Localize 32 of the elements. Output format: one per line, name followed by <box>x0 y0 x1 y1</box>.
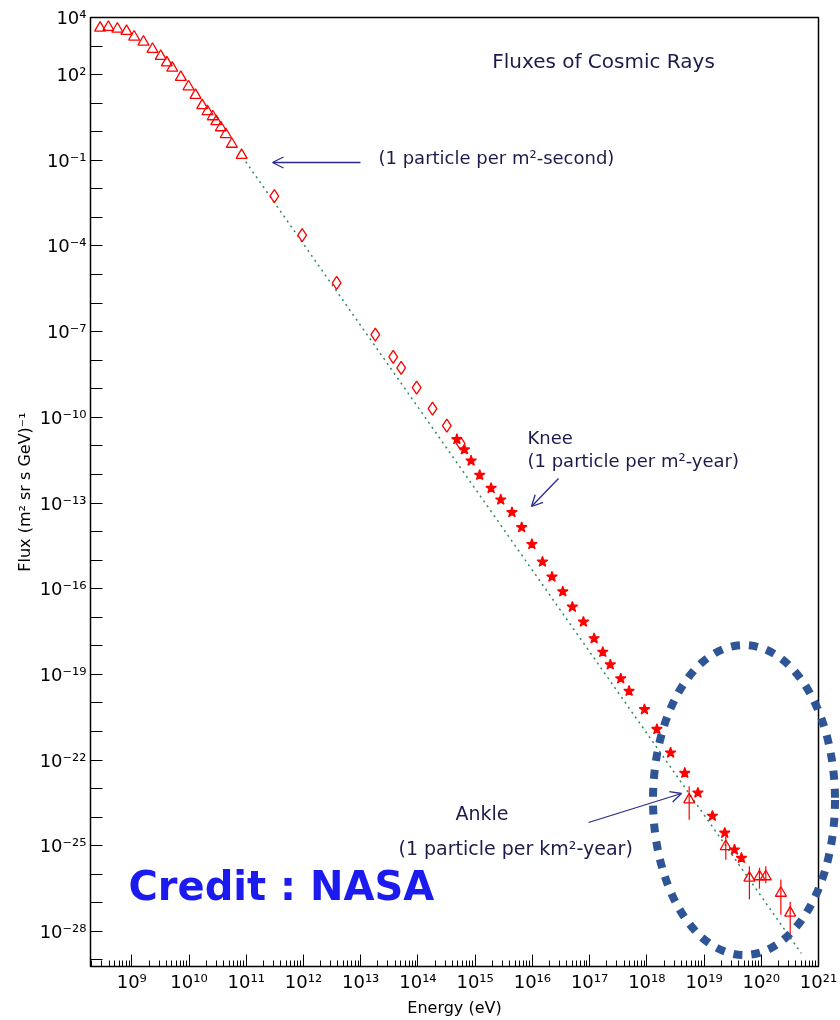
y-tick-label: 10² <box>56 64 87 86</box>
x-tick-label: 10¹⁵ <box>456 970 494 992</box>
x-tick-label: 10⁹ <box>116 970 147 992</box>
y-tick-label: 10⁻²⁸ <box>39 920 87 942</box>
x-tick-label: 10¹⁰ <box>170 970 208 992</box>
y-tick-label: 10⁻¹⁶ <box>39 578 87 600</box>
y-tick-label: 10⁻¹³ <box>39 492 87 514</box>
y-tick-label: 10⁻²² <box>39 749 87 771</box>
y-tick-label: 10⁻⁴ <box>46 235 87 257</box>
y-tick-label: 10⁻²⁵ <box>39 835 87 857</box>
y-tick-label: 10⁻¹ <box>46 149 87 171</box>
annotation: Knee (1 particle per m²-year) <box>527 427 740 471</box>
y-tick-label: 10⁻¹⁹ <box>39 663 87 685</box>
x-tick-label: 10¹⁴ <box>399 970 437 992</box>
annotation: Ankle (1 particle per km²-year) <box>398 801 633 859</box>
y-tick-label: 10⁻⁷ <box>46 321 87 343</box>
x-axis-title: Energy (eV) <box>407 997 502 1017</box>
x-tick-label: 10¹³ <box>342 970 380 992</box>
y-tick-label: 10⁴ <box>56 7 87 28</box>
x-tick-label: 10¹⁷ <box>570 970 609 992</box>
x-tick-label: 10¹² <box>284 970 323 992</box>
annotation: (1 particle per m²-second) <box>378 147 615 168</box>
text: Fluxes of Cosmic Rays <box>492 48 715 73</box>
x-tick-label: 10¹⁶ <box>513 970 552 992</box>
x-tick-label: 10¹¹ <box>227 970 265 992</box>
x-tick-label: 10²¹ <box>799 970 838 992</box>
y-tick-label: 10⁻¹⁰ <box>39 406 87 428</box>
y-axis-title: Flux (m² sr s GeV)⁻¹ <box>14 412 34 572</box>
x-tick-label: 10¹⁸ <box>628 970 666 992</box>
x-tick-label: 10¹⁹ <box>685 970 723 992</box>
annotation: Credit : NASA <box>128 862 435 909</box>
x-tick-label: 10²⁰ <box>742 970 780 992</box>
